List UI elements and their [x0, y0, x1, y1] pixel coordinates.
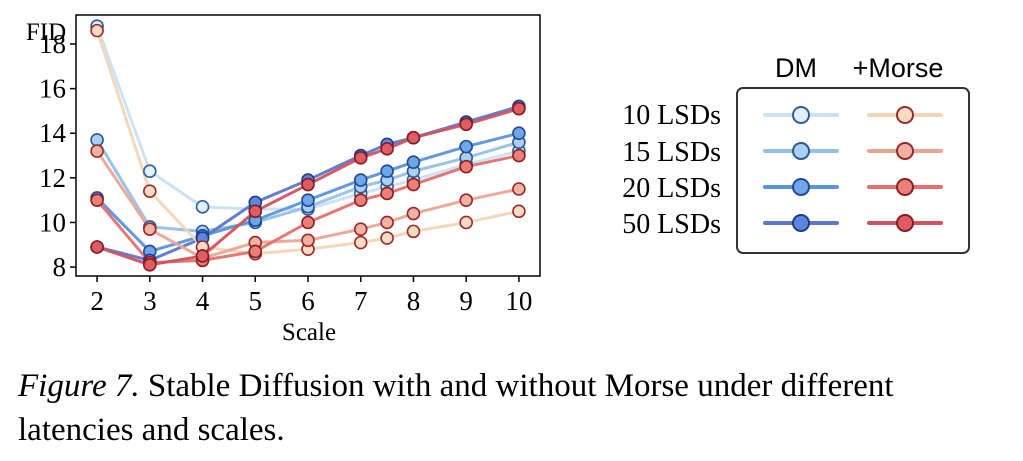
series-line-dm-0: [95, 24, 521, 211]
data-point-7-2: [195, 249, 210, 263]
series-line-morse-7: [95, 107, 521, 267]
legend-marker-morse-0: [896, 106, 914, 124]
data-point-5-9: [512, 182, 526, 196]
x-tick-label: 4: [196, 286, 210, 316]
y-tick-label: 10: [39, 207, 66, 237]
x-tick-label: 7: [354, 286, 368, 316]
x-tick-label: 9: [459, 286, 473, 316]
y-tick-label: 8: [53, 252, 67, 282]
data-point-7-4: [301, 177, 315, 192]
data-point-6-3: [248, 244, 263, 259]
data-point-6-0: [90, 193, 104, 207]
legend-marker-morse-3: [896, 214, 914, 232]
y-tick-label: 18: [39, 29, 66, 59]
legend: DM +Morse 10 LSDs 15 LSDs 20 LSDs 50 LSD…: [622, 53, 970, 254]
legend-marker-morse-2: [896, 178, 914, 196]
data-point-4-7: [406, 224, 421, 239]
figure-caption: Figure 7. Stable Diffusion with and with…: [18, 364, 1008, 452]
data-point-7-0: [90, 240, 104, 254]
legend-marker-dm-2: [792, 178, 810, 196]
data-point-6-5: [353, 193, 368, 207]
legend-box: [736, 87, 970, 254]
data-point-5-4: [301, 233, 315, 248]
y-tick-label: 12: [39, 163, 66, 193]
data-point-4-1: [143, 184, 157, 199]
data-point-7-1: [143, 258, 157, 272]
y-tick-label: 16: [39, 74, 66, 104]
y-tick-label: 14: [39, 118, 67, 148]
legend-marker-morse-1: [896, 142, 914, 160]
data-point-6-4: [301, 215, 315, 230]
legend-row-label-15: 15 LSDs: [622, 137, 721, 168]
data-point-6-8: [459, 159, 473, 174]
series-line-dm-1: [95, 138, 521, 233]
data-point-6-7: [406, 177, 421, 192]
data-point-2-5: [353, 173, 368, 187]
data-point-4-5: [353, 235, 368, 250]
series-line-morse-4: [95, 29, 521, 256]
legend-row-label-10: 10 LSDs: [622, 100, 721, 131]
x-tick-label: 5: [249, 286, 263, 316]
data-point-5-5: [353, 222, 368, 236]
plot-area: 8 10 12 14 16 18 2 3 4 5 6 7 8 9 10: [39, 14, 541, 316]
data-point-5-0: [90, 144, 104, 158]
data-point-0-2: [195, 200, 210, 214]
data-point-2-8: [459, 139, 473, 154]
data-point-5-1: [143, 222, 157, 236]
data-point-4-8: [459, 215, 473, 230]
data-point-2-4: [301, 193, 315, 207]
legend-header-dm: DM: [775, 53, 817, 83]
x-tick-label: 6: [301, 286, 315, 316]
data-point-2-7: [406, 155, 421, 170]
data-point-2-9: [512, 126, 526, 141]
figure-label: Figure 7.: [18, 368, 140, 404]
y-axis-label: FID: [26, 19, 66, 46]
x-tick-label: 3: [143, 286, 157, 316]
data-point-7-9: [512, 101, 526, 116]
data-point-7-7: [406, 130, 421, 145]
data-point-5-8: [459, 193, 473, 207]
data-point-6-9: [512, 148, 526, 163]
legend-header-morse: +Morse: [853, 53, 944, 83]
data-point-4-0: [90, 23, 104, 38]
line-chart: 8 10 12 14 16 18 2 3 4 5 6 7 8 9 10 FID Scale: [26, 14, 541, 346]
data-point-4-9: [512, 204, 526, 219]
data-point-7-8: [459, 117, 473, 132]
data-point-0-1: [143, 164, 157, 178]
legend-row-label-20: 20 LSDs: [622, 173, 721, 204]
data-point-7-3: [248, 204, 263, 219]
data-point-4-6: [380, 231, 394, 245]
legend-marker-dm-1: [792, 142, 810, 160]
legend-marker-dm-0: [792, 106, 810, 124]
caption-text: Stable Diffusion with and without Morse …: [18, 368, 894, 448]
data-point-5-7: [406, 206, 421, 221]
legend-markers: [763, 106, 943, 232]
x-tick-label: 2: [90, 286, 104, 316]
data-point-2-6: [380, 164, 394, 178]
x-axis-label: Scale: [282, 319, 336, 346]
legend-row-label-50: 50 LSDs: [622, 209, 721, 240]
data-point-7-6: [380, 142, 394, 156]
series-line-morse-5: [95, 149, 521, 260]
x-tick-label: 8: [407, 286, 421, 316]
data-point-7-5: [353, 150, 368, 165]
data-point-1-0: [90, 133, 104, 147]
legend-marker-dm-3: [792, 214, 810, 232]
data-point-5-6: [380, 215, 394, 230]
data-point-6-6: [380, 186, 394, 201]
x-tick-label: 10: [505, 286, 532, 316]
